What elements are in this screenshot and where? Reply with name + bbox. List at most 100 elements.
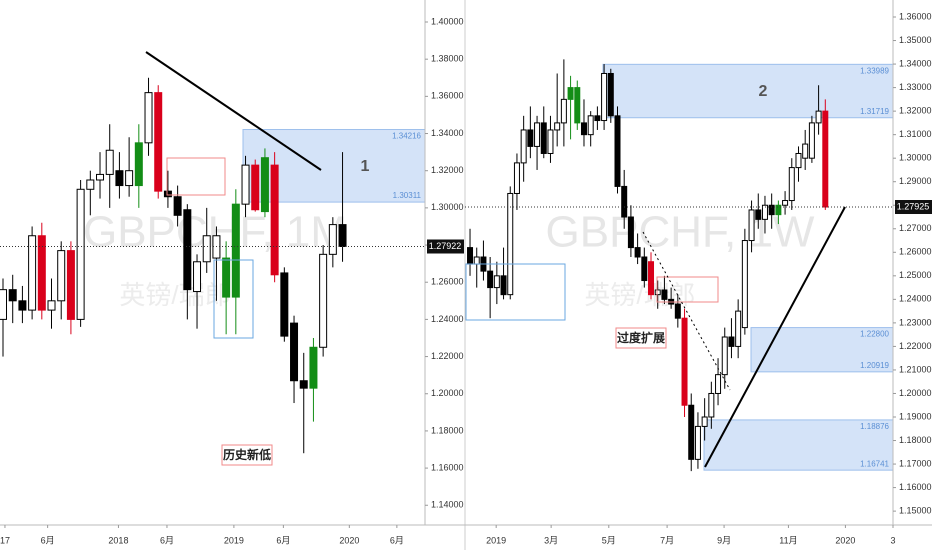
candle-body — [621, 185, 628, 218]
candle-body — [775, 204, 782, 216]
candle-body — [601, 72, 608, 122]
candle-body — [587, 115, 594, 136]
candle-body — [500, 275, 507, 296]
y-tick-label: 1.25000 — [899, 270, 932, 280]
annotation-box — [221, 444, 273, 466]
x-tick-label: 2018 — [108, 535, 128, 545]
y-tick-label: 1.30000 — [899, 153, 932, 163]
annotation: 过度扩展 — [617, 330, 665, 345]
candle-body — [493, 275, 500, 289]
price-label: 1.27922 — [429, 241, 462, 251]
candle-body — [290, 322, 299, 382]
candle-body — [567, 87, 574, 100]
annotation: 1 — [361, 158, 370, 175]
annotation-box — [615, 327, 667, 349]
range-box — [166, 157, 226, 196]
x-tick-label: 7月 — [660, 535, 674, 545]
y-tick-label: 1.32000 — [899, 106, 932, 116]
candle-body — [270, 164, 279, 276]
y-tick-label: 1.24000 — [899, 294, 932, 304]
candle-body — [782, 200, 789, 206]
y-tick-label: 1.36000 — [899, 11, 932, 21]
candle-body — [173, 196, 182, 216]
candle-body — [547, 129, 554, 154]
y-tick-label: 1.38000 — [431, 54, 464, 64]
zone-bottom-label: 1.20919 — [860, 361, 889, 370]
y-tick-label: 1.36000 — [431, 91, 464, 101]
candle-body — [688, 404, 695, 460]
y-tick-label: 1.17000 — [899, 458, 932, 468]
y-tick-label: 1.22000 — [899, 341, 932, 351]
candle-body — [761, 204, 768, 220]
x-tick-label: 2020 — [339, 535, 359, 545]
candle-body — [115, 170, 124, 187]
candle-body — [735, 310, 742, 347]
x-tick-label: 2020 — [835, 535, 855, 545]
y-tick-label: 1.15000 — [899, 505, 932, 515]
candle-body — [648, 261, 655, 296]
y-tick-label: 1.24000 — [431, 314, 464, 324]
candle-body — [822, 110, 829, 208]
y-tick-label: 1.22000 — [431, 351, 464, 361]
x-tick-label: 3月 — [544, 535, 558, 545]
y-tick-label: 1.23000 — [899, 317, 932, 327]
zone — [602, 63, 894, 119]
x-tick-label: 5月 — [602, 535, 616, 545]
y-tick-label: 1.29000 — [899, 176, 932, 186]
candle-body — [741, 240, 748, 329]
y-tick-label: 1.21000 — [899, 364, 932, 374]
y-tick-label: 1.34000 — [431, 128, 464, 138]
candle-body — [534, 122, 541, 147]
candle-body — [134, 142, 143, 187]
y-tick-label: 1.18000 — [899, 435, 932, 445]
candle-body — [222, 257, 231, 298]
candle-body — [661, 289, 668, 300]
zone — [750, 327, 894, 373]
candle-body — [708, 392, 715, 418]
candle-body — [728, 336, 735, 347]
watermark: GBPCHF, 1W — [546, 208, 815, 257]
candle-body — [86, 179, 95, 190]
price-label-box — [427, 239, 464, 254]
candle-body — [299, 380, 308, 389]
candle-body — [795, 152, 802, 169]
y-tick-label: 1.19000 — [899, 411, 932, 421]
y-tick-label: 1.20000 — [899, 388, 932, 398]
trend-line — [642, 231, 731, 391]
candle-body — [694, 425, 701, 460]
x-tick-label: 9月 — [717, 535, 731, 545]
watermark-subtitle: 英镑/瑞郎 — [119, 280, 230, 310]
candle-body — [105, 149, 114, 175]
zone-bottom-label: 1.30311 — [393, 191, 422, 200]
candle-body — [755, 209, 762, 220]
candle-body — [634, 247, 641, 258]
zone-bottom-label: 1.31719 — [860, 107, 889, 116]
candle-body — [338, 224, 347, 247]
candle-body — [808, 122, 815, 159]
y-tick-label: 1.20000 — [431, 388, 464, 398]
y-tick-label: 1.18000 — [431, 425, 464, 435]
candle-body — [8, 289, 17, 302]
candle-body — [674, 303, 681, 319]
candle-body — [241, 164, 250, 205]
candle-body — [701, 416, 708, 427]
candle-body — [627, 216, 634, 249]
candle-body — [513, 162, 520, 194]
candle-body — [574, 87, 581, 124]
candle-body — [57, 250, 66, 302]
x-tick-label: 17 — [0, 535, 10, 545]
x-tick-label: 2019 — [486, 535, 506, 545]
candle-body — [681, 317, 688, 406]
y-tick-label: 1.16000 — [899, 482, 932, 492]
zone-bottom-label: 1.16741 — [860, 459, 889, 468]
x-tick-label: 2019 — [224, 535, 244, 545]
x-tick-label: 6月 — [41, 535, 55, 545]
candle-body — [473, 256, 480, 265]
range-box — [656, 276, 719, 303]
candle-body — [540, 122, 547, 154]
candle-body — [520, 129, 527, 164]
candle-body — [47, 300, 56, 311]
annotation: 历史新低 — [223, 447, 271, 462]
